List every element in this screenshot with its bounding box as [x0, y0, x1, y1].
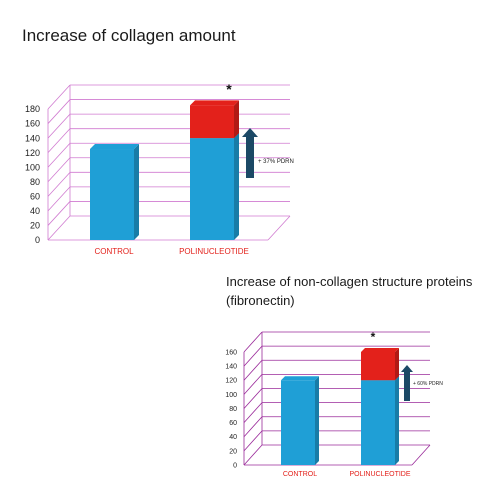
y-tick-label: 120	[225, 378, 237, 385]
gridline-diag	[47, 201, 71, 226]
bar-top	[281, 376, 319, 381]
increase-annotation: + 37% PDRN	[258, 159, 294, 165]
gridline-diag	[47, 128, 71, 153]
category-label: POLINUCLEOTIDE	[179, 247, 249, 256]
gridline-diag	[243, 331, 263, 353]
y-tick-label: 20	[30, 221, 40, 231]
bar-side	[134, 144, 139, 240]
gridline-diag	[47, 84, 71, 110]
floor-right-edge	[411, 444, 431, 466]
chart-1-title: Increase of collagen amount	[22, 26, 236, 45]
y-tick-label: 100	[225, 392, 237, 399]
bar-side	[234, 100, 239, 139]
increase-annotation: + 60% PDRN	[413, 381, 443, 387]
gridline-diag	[243, 402, 263, 423]
gridline-diag	[243, 345, 263, 367]
gridline-diag	[47, 215, 71, 241]
y-tick-label: 40	[229, 434, 237, 441]
significance-marker: *	[371, 330, 376, 344]
y-tick-label: 80	[229, 406, 237, 413]
bar-side	[315, 376, 319, 465]
gridline-diag	[47, 172, 71, 197]
y-tick-label: 60	[30, 191, 40, 201]
y-tick-label: 160	[25, 119, 40, 129]
bar-side	[395, 376, 399, 465]
y-tick-label: 60	[229, 420, 237, 427]
gridline-diag	[243, 359, 263, 381]
gridline-diag	[243, 388, 263, 409]
y-tick-label: 80	[30, 177, 40, 187]
bar-side	[395, 348, 399, 381]
floor-right-edge	[267, 215, 291, 241]
y-tick-label: 160	[225, 349, 237, 356]
gridline-diag	[243, 416, 263, 438]
y-tick-label: 20	[229, 448, 237, 455]
y-tick-label: 140	[225, 364, 237, 371]
y-tick-label: 40	[30, 206, 40, 216]
category-label: POLINUCLEOTIDE	[349, 471, 410, 478]
gridline-diag	[47, 142, 71, 168]
bar	[190, 138, 234, 240]
bar	[361, 352, 395, 381]
gridline-diag	[243, 444, 263, 466]
bar	[281, 380, 315, 465]
gridline-diag	[47, 186, 71, 212]
y-tick-label: 120	[25, 148, 40, 158]
chart-2-title: Increase of non-collagen structure prote…	[226, 274, 473, 308]
y-tick-label: 140	[25, 133, 40, 143]
up-arrow-icon	[242, 128, 258, 178]
gridline-diag	[47, 157, 71, 183]
gridline-diag	[243, 374, 263, 395]
y-tick-label: 100	[25, 162, 40, 172]
gridline-diag	[47, 99, 71, 124]
bar-top	[361, 348, 399, 352]
gridline-diag	[243, 430, 263, 452]
y-tick-label: 0	[233, 462, 237, 469]
bar-top	[190, 100, 239, 106]
category-label: CONTROL	[283, 471, 317, 478]
category-label: CONTROL	[94, 247, 134, 256]
bar	[190, 105, 234, 139]
up-arrow-icon	[401, 365, 413, 401]
y-tick-label: 180	[25, 104, 40, 114]
significance-marker: *	[226, 81, 232, 97]
bar-top	[90, 144, 139, 150]
bar-side	[234, 133, 239, 240]
bar	[90, 149, 134, 240]
bar	[361, 380, 395, 465]
gridline-diag	[47, 113, 71, 139]
y-tick-label: 0	[35, 235, 40, 245]
